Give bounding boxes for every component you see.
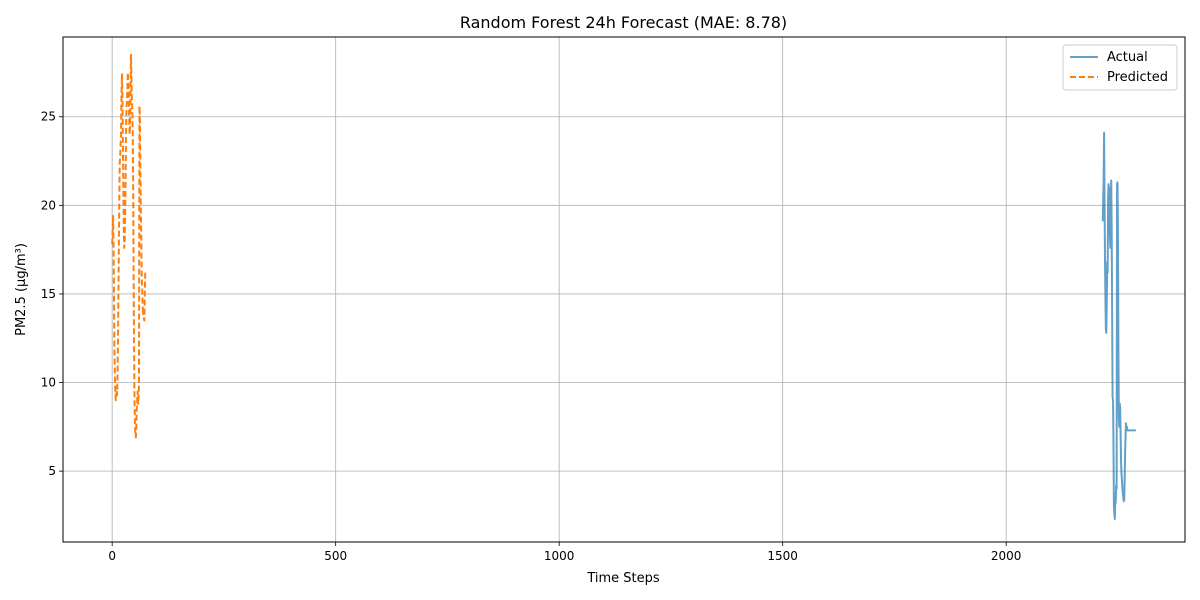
y-tick-label: 20 bbox=[41, 198, 56, 212]
legend-label-predicted: Predicted bbox=[1107, 70, 1168, 85]
x-tick-label: 2000 bbox=[991, 549, 1022, 563]
y-axis-ticks: 5 10 15 20 25 bbox=[41, 110, 63, 478]
y-tick-label: 5 bbox=[48, 464, 56, 478]
series-layer bbox=[111, 53, 1136, 520]
y-tick-label: 15 bbox=[41, 287, 56, 301]
gridlines bbox=[63, 37, 1185, 542]
series-line-predicted bbox=[111, 53, 147, 439]
chart-title: Random Forest 24h Forecast (MAE: 8.78) bbox=[460, 13, 787, 32]
x-tick-label: 0 bbox=[108, 549, 116, 563]
x-axis-label: Time Steps bbox=[586, 571, 660, 586]
series-line-actual bbox=[1101, 131, 1136, 520]
y-axis-label: PM2.5 (µg/m³) bbox=[14, 243, 29, 336]
x-axis-ticks: 0 500 1000 1500 2000 bbox=[108, 542, 1021, 563]
plot-area bbox=[63, 37, 1185, 542]
y-tick-label: 25 bbox=[41, 110, 56, 124]
legend: Actual Predicted bbox=[1062, 44, 1178, 91]
legend-label-actual: Actual bbox=[1107, 50, 1148, 65]
x-tick-label: 500 bbox=[324, 549, 347, 563]
y-tick-label: 10 bbox=[41, 376, 56, 390]
x-tick-label: 1500 bbox=[767, 549, 798, 563]
plot-frame bbox=[62, 36, 1186, 543]
x-tick-label: 1000 bbox=[544, 549, 575, 563]
